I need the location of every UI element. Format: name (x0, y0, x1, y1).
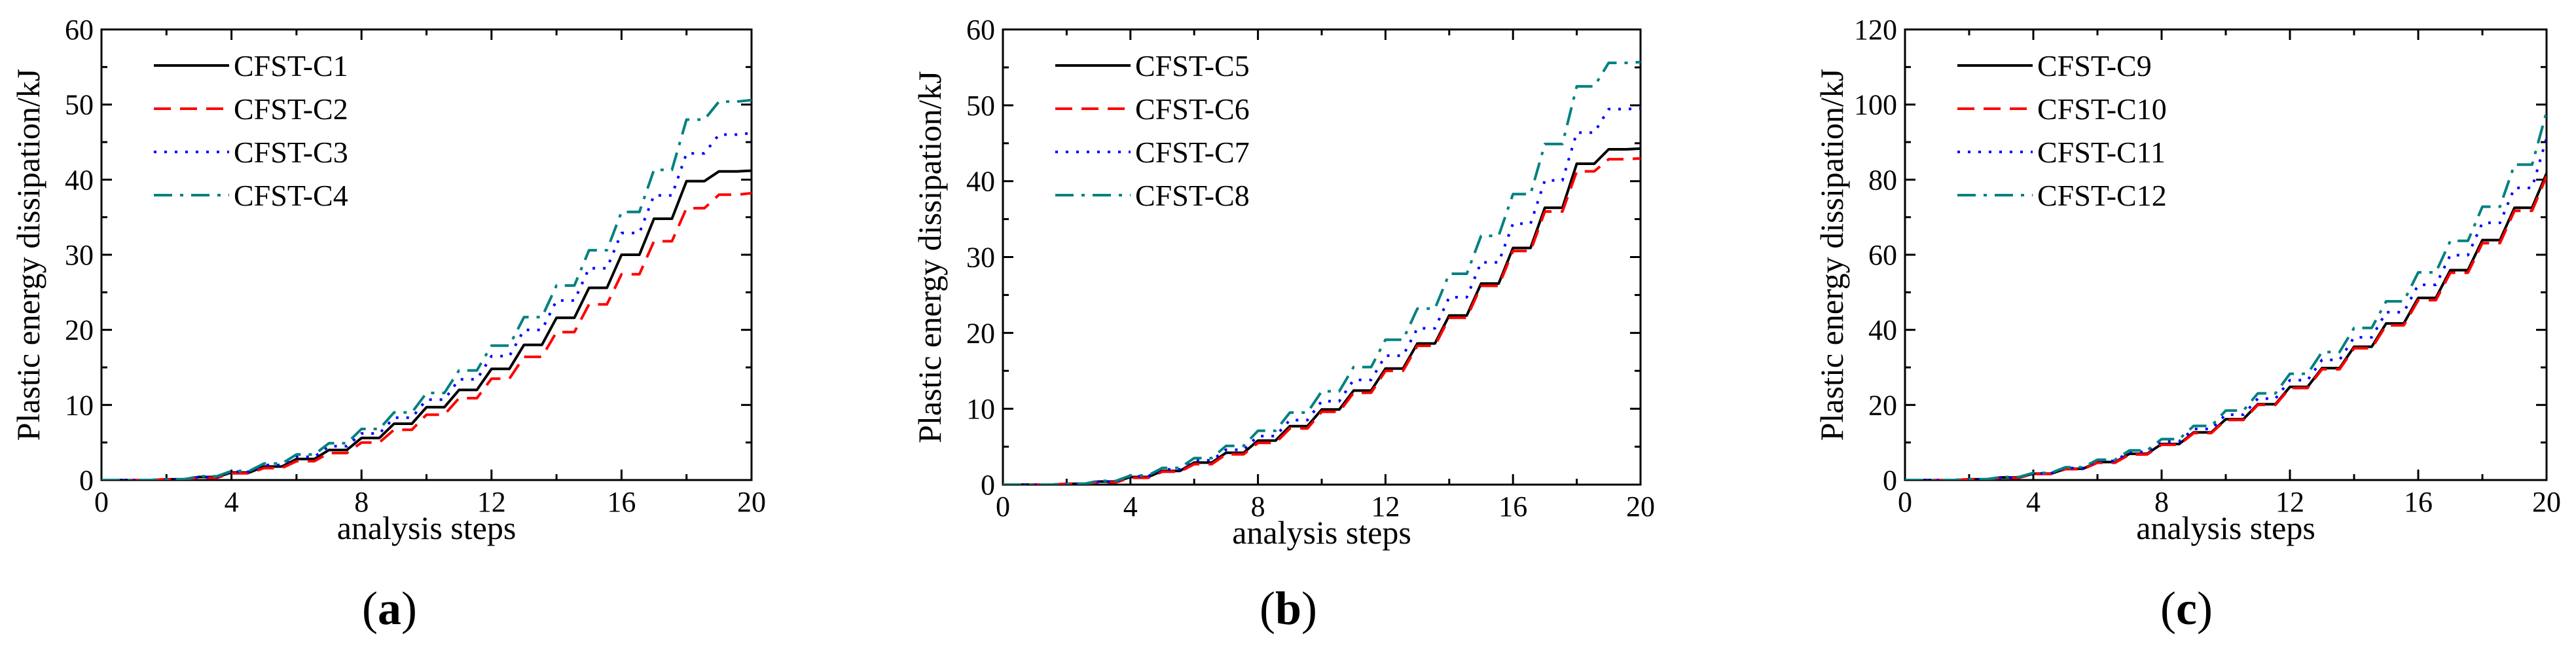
y-tick-label: 40 (65, 164, 94, 196)
y-tick-label: 40 (1868, 314, 1897, 346)
x-tick-label: 8 (1251, 491, 1265, 523)
series-line-cfst-c7 (1003, 107, 1641, 485)
y-tick-label: 20 (966, 317, 995, 349)
x-tick-label: 16 (1498, 491, 1527, 523)
panel-label-c: (c) (2160, 582, 2213, 635)
y-tick-label: 20 (1868, 389, 1897, 421)
x-tick-label: 4 (1123, 491, 1138, 523)
panel-c: 0 4 8 12 16 20 0 20 40 60 80 100 120 analysis steps Pl… (1813, 14, 2561, 546)
series-line-cfst-c10 (1905, 176, 2547, 480)
legend-label-cfst-c6: CFST-C6 (1135, 92, 1250, 126)
y-tick-label: 10 (65, 389, 94, 421)
legend-label-cfst-c9: CFST-C9 (2037, 49, 2152, 83)
x-tick-label: 12 (1371, 491, 1400, 523)
legend-label-cfst-c5: CFST-C5 (1135, 49, 1250, 83)
x-tick-label: 0 (996, 491, 1010, 523)
legend-label-cfst-c8: CFST-C8 (1135, 179, 1250, 212)
y-axis-label: Plastic energy dissipation/kJ (911, 71, 948, 443)
x-tick-label: 4 (225, 486, 239, 518)
panel-a: 0 4 8 12 16 20 0 10 20 30 40 50 60 analysis steps Plas… (10, 14, 766, 546)
plot-frame (100, 28, 753, 481)
y-tick-label: 50 (966, 90, 995, 122)
x-axis-label: analysis steps (2136, 510, 2315, 546)
x-tick-label: 12 (2276, 486, 2304, 518)
y-tick-label: 30 (966, 242, 995, 274)
y-axis-label: Plastic energy dissipation/kJ (10, 69, 46, 441)
x-tick-label: 8 (2154, 486, 2169, 518)
series-line-cfst-c12 (1905, 111, 2547, 480)
plot-frame (1002, 28, 1642, 486)
panel-b: 0 4 8 12 16 20 0 10 20 30 40 50 60 analysis steps Plas… (911, 14, 1655, 551)
y-tick-label: 60 (65, 14, 94, 46)
x-tick-label: 0 (94, 486, 109, 518)
x-tick-label: 16 (2404, 486, 2433, 518)
series-line-cfst-c6 (1003, 157, 1641, 485)
x-tick-label: 0 (1898, 486, 1912, 518)
x-tick-label: 20 (2532, 486, 2561, 518)
series-line-cfst-c2 (101, 192, 752, 480)
series-line-cfst-c4 (101, 98, 752, 480)
x-tick-label: 12 (477, 486, 506, 518)
legend-label-cfst-c7: CFST-C7 (1135, 136, 1250, 169)
y-tick-label: 0 (981, 469, 995, 501)
series-line-cfst-c8 (1003, 60, 1641, 485)
y-tick-label: 10 (966, 393, 995, 425)
legend-label-cfst-c4: CFST-C4 (234, 179, 348, 212)
legend-label-cfst-c10: CFST-C10 (2037, 92, 2167, 126)
y-tick-label: 30 (65, 239, 94, 271)
y-tick-label: 50 (65, 89, 94, 121)
panel-label-a: (a) (362, 582, 417, 635)
legend-label-cfst-c1: CFST-C1 (234, 49, 348, 83)
series-line-cfst-c11 (1905, 138, 2547, 480)
x-tick-label: 20 (1626, 491, 1655, 523)
panel-label-b: (b) (1260, 582, 1317, 635)
x-tick-label: 16 (607, 486, 636, 518)
series-line-cfst-c9 (1905, 172, 2547, 480)
x-tick-label: 8 (354, 486, 369, 518)
legend-label-cfst-c2: CFST-C2 (234, 92, 348, 126)
y-tick-label: 60 (1868, 239, 1897, 271)
x-tick-label: 20 (737, 486, 766, 518)
legend-label-cfst-c11: CFST-C11 (2037, 136, 2166, 169)
y-tick-label: 80 (1868, 164, 1897, 196)
legend-label-cfst-c12: CFST-C12 (2037, 179, 2167, 212)
y-tick-label: 20 (65, 314, 94, 346)
x-axis-label: analysis steps (337, 510, 517, 546)
y-tick-label: 40 (966, 166, 995, 198)
series-line-cfst-c5 (1003, 147, 1641, 485)
series-line-cfst-c3 (101, 132, 752, 480)
y-tick-label: 0 (1883, 464, 1897, 496)
y-tick-label: 120 (1854, 14, 1897, 46)
legend-label-cfst-c3: CFST-C3 (234, 136, 348, 169)
series-line-cfst-c1 (101, 169, 752, 480)
y-tick-label: 100 (1854, 89, 1897, 121)
y-tick-label: 0 (79, 464, 94, 496)
y-axis-label: Plastic energy dissipation/kJ (1813, 69, 1850, 441)
y-tick-label: 60 (966, 14, 995, 46)
x-tick-label: 4 (2026, 486, 2041, 518)
x-axis-label: analysis steps (1232, 514, 1411, 551)
